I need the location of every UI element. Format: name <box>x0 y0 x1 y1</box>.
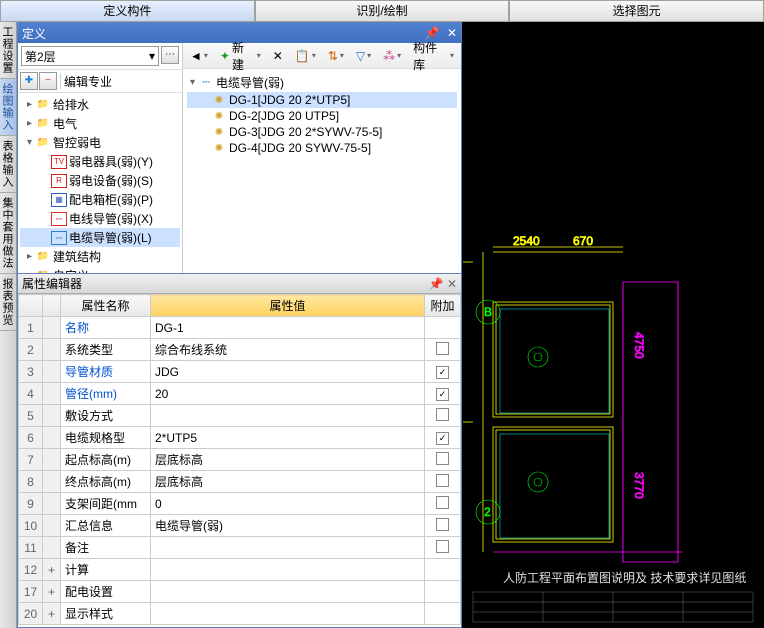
side-tab-draw-input[interactable]: 绘图输入 <box>0 79 16 136</box>
col-extra[interactable]: 附加 <box>425 295 461 317</box>
tree-item[interactable]: ▸📁自定义 <box>20 266 180 273</box>
definition-title: 定义 <box>22 25 46 42</box>
property-table: 属性名称 属性值 附加 1名称DG-12系统类型综合布线系统3导管材质JDG✓4… <box>18 294 461 625</box>
checkbox[interactable] <box>436 474 449 487</box>
prop-row[interactable]: 11备注 <box>19 537 461 559</box>
close-icon[interactable]: ✕ <box>447 277 457 291</box>
checkbox[interactable] <box>436 496 449 509</box>
svg-text:B: B <box>484 305 492 319</box>
prop-row[interactable]: 12+计算 <box>19 559 461 581</box>
side-tab-batch-apply[interactable]: 集中套用做法 <box>0 193 16 274</box>
tool-button[interactable]: ⁂▾ <box>380 47 404 65</box>
floor-value: 第2层 <box>25 48 56 65</box>
prop-row[interactable]: 2系统类型综合布线系统 <box>19 339 461 361</box>
checkbox[interactable] <box>436 342 449 355</box>
svg-text:670: 670 <box>573 234 593 248</box>
chevron-down-icon: ▾ <box>149 49 155 63</box>
tree-item[interactable]: R弱电设备(弱)(S) <box>20 171 180 190</box>
property-title-bar: 属性编辑器 📌 ✕ <box>18 274 461 294</box>
svg-text:2540: 2540 <box>513 234 540 248</box>
category-tree: ▸📁给排水▸📁电气▾📁智控弱电TV弱电器具(弱)(Y)R弱电设备(弱)(S)▦配… <box>18 93 182 273</box>
prop-row[interactable]: 6电缆规格型2*UTP5✓ <box>19 427 461 449</box>
component-tree: ▾⎓电缆导管(弱)✺DG-1[JDG 20 2*UTP5]✺DG-2[JDG 2… <box>183 69 461 273</box>
col-expand <box>43 295 61 317</box>
checkbox[interactable]: ✓ <box>436 388 449 401</box>
svg-text:3770: 3770 <box>632 472 646 499</box>
side-tab-report-preview[interactable]: 报表预览 <box>0 274 16 331</box>
tree-item[interactable]: ▾📁智控弱电 <box>20 133 180 152</box>
tree-item[interactable]: ▸📁电气 <box>20 114 180 133</box>
tree-item[interactable]: ⎓电线导管(弱)(X) <box>20 209 180 228</box>
property-title: 属性编辑器 <box>22 275 82 292</box>
comp-root[interactable]: ▾⎓电缆导管(弱) <box>187 73 457 92</box>
svg-text:2: 2 <box>484 505 491 519</box>
back-button[interactable]: ◄▾ <box>187 47 211 65</box>
comp-item[interactable]: ✺DG-2[JDG 20 UTP5] <box>187 108 457 124</box>
property-editor-panel: 属性编辑器 📌 ✕ 属性名称 属性值 附加 1名称DG-12系统类型综合布线系统… <box>17 274 462 628</box>
remove-button[interactable]: − <box>39 72 57 90</box>
prop-row[interactable]: 5敷设方式 <box>19 405 461 427</box>
prop-row[interactable]: 9支架间距(mm0 <box>19 493 461 515</box>
checkbox[interactable] <box>436 518 449 531</box>
comp-item[interactable]: ✺DG-4[JDG 20 SYWV-75-5] <box>187 140 457 156</box>
side-tab-project-settings[interactable]: 工程设置 <box>0 22 16 79</box>
prop-row[interactable]: 3导管材质JDG✓ <box>19 361 461 383</box>
comp-item[interactable]: ✺DG-3[JDG 20 2*SYWV-75-5] <box>187 124 457 140</box>
floor-config-button[interactable]: ⋯ <box>161 46 179 64</box>
tab-recognize-draw[interactable]: 识别/绘制 <box>255 0 510 21</box>
prop-row[interactable]: 10汇总信息电缆导管(弱) <box>19 515 461 537</box>
checkbox[interactable]: ✓ <box>436 366 449 379</box>
tree-item[interactable]: TV弱电器具(弱)(Y) <box>20 152 180 171</box>
copy-button[interactable]: 📋▾ <box>292 47 319 65</box>
checkbox[interactable] <box>436 452 449 465</box>
cad-viewport[interactable]: 2540 670 4750 3770 B 2 <box>462 22 764 628</box>
separator <box>60 73 61 89</box>
filter-button[interactable]: ▽▾ <box>353 47 374 65</box>
col-name[interactable]: 属性名称 <box>61 295 151 317</box>
comp-item[interactable]: ✺DG-1[JDG 20 2*UTP5] <box>187 92 457 108</box>
tree-item[interactable]: ▦配电箱柜(弱)(P) <box>20 190 180 209</box>
top-tabs: 定义构件 识别/绘制 选择图元 <box>0 0 764 22</box>
prop-row[interactable]: 17+配电设置 <box>19 581 461 603</box>
tree-item[interactable]: ⎓电缆导管(弱)(L) <box>20 228 180 247</box>
side-tab-table-input[interactable]: 表格输入 <box>0 136 16 193</box>
prop-row[interactable]: 7起点标高(m)层底标高 <box>19 449 461 471</box>
prop-row[interactable]: 4管径(mm)20✓ <box>19 383 461 405</box>
edit-profession-button[interactable]: 编辑专业 <box>64 73 112 90</box>
checkbox[interactable] <box>436 408 449 421</box>
checkbox[interactable]: ✓ <box>436 432 449 445</box>
floor-select[interactable]: 第2层 ▾ <box>21 46 159 66</box>
tree-item[interactable]: ▸📁给排水 <box>20 95 180 114</box>
prop-row[interactable]: 1名称DG-1 <box>19 317 461 339</box>
tab-select-element[interactable]: 选择图元 <box>509 0 764 21</box>
tab-define[interactable]: 定义构件 <box>0 0 255 21</box>
col-value[interactable]: 属性值 <box>151 295 425 317</box>
component-toolbar: ◄▾ ✦新建▾ ✕ 📋▾ ⇅▾ ▽▾ ⁂▾ 构件库▾ <box>183 43 461 69</box>
pin-icon[interactable]: 📌 <box>429 277 444 291</box>
col-num <box>19 295 43 317</box>
svg-text:人防工程平面布置图说明及 技术要求详见图纸: 人防工程平面布置图说明及 技术要求详见图纸 <box>503 570 746 585</box>
side-tabs: 工程设置 绘图输入 表格输入 集中套用做法 报表预览 <box>0 22 17 628</box>
tree-item[interactable]: ▸📁建筑结构 <box>20 247 180 266</box>
prop-row[interactable]: 8终点标高(m)层底标高 <box>19 471 461 493</box>
delete-button[interactable]: ✕ <box>270 47 286 65</box>
svg-text:4750: 4750 <box>632 332 646 359</box>
sort-button[interactable]: ⇅▾ <box>325 47 347 65</box>
checkbox[interactable] <box>436 540 449 553</box>
prop-row[interactable]: 20+显示样式 <box>19 603 461 625</box>
definition-panel: 定义 📌 ✕ 第2层 ▾ ⋯ ✚ <box>17 22 462 274</box>
add-button[interactable]: ✚ <box>20 72 38 90</box>
